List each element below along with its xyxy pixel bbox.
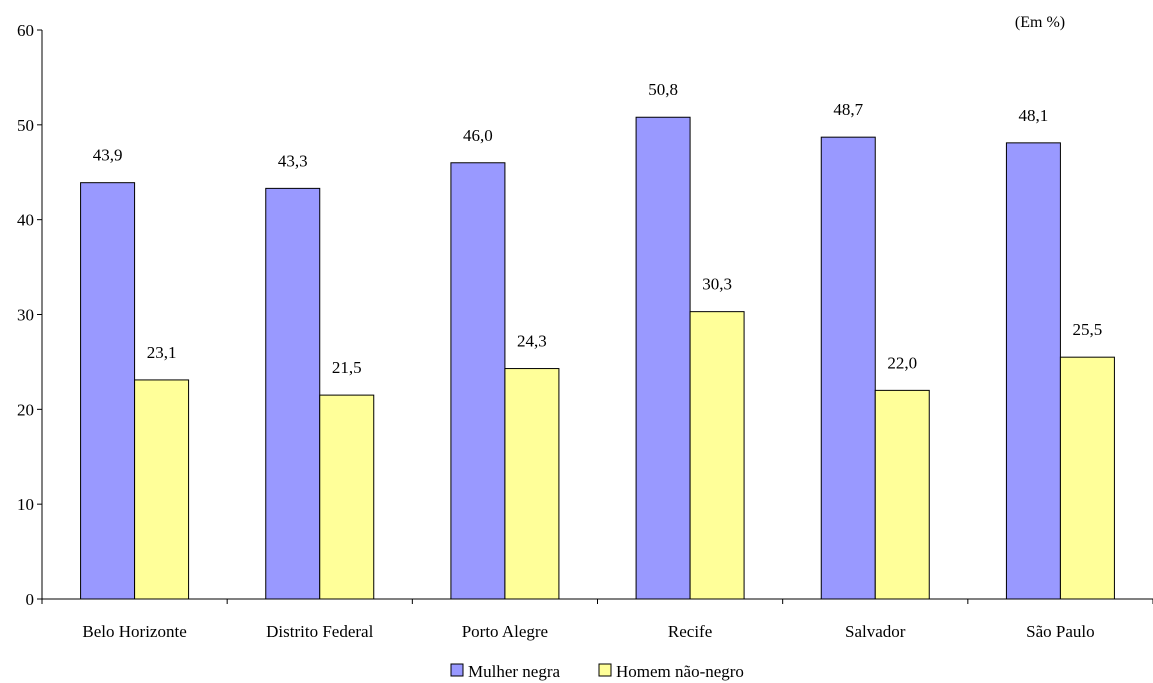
- bar-homem-n-o-negro: [319, 394, 375, 600]
- legend-swatch: [598, 663, 612, 677]
- data-label: 22,0: [887, 353, 917, 372]
- y-tick-label: 0: [26, 590, 35, 609]
- x-category-label: Recife: [668, 622, 712, 641]
- legend-label: Mulher negra: [468, 662, 561, 681]
- bars-group: [80, 116, 1115, 600]
- legend-swatch: [450, 663, 464, 677]
- x-category-label: Salvador: [845, 622, 906, 641]
- y-tick-label: 30: [17, 306, 34, 325]
- data-label: 23,1: [147, 343, 177, 362]
- bar-mulher-negra: [1005, 142, 1061, 600]
- data-label: 46,0: [463, 126, 493, 145]
- x-category-label: Belo Horizonte: [82, 622, 186, 641]
- y-axis: 0 10 20 30 40 50 60: [17, 21, 43, 609]
- bar-mulher-negra: [450, 162, 506, 600]
- x-category-label: São Paulo: [1026, 622, 1094, 641]
- x-axis: Belo Horizonte Distrito Federal Porto Aleg…: [41, 598, 1153, 641]
- bar-homem-n-o-negro: [504, 368, 560, 600]
- data-labels-group: 43,9 43,3 46,0 50,8 48,7 48,1 23,1 21,5 24,3 30,3…: [93, 80, 1103, 377]
- bar-homem-n-o-negro: [134, 379, 190, 600]
- data-label: 48,1: [1019, 106, 1049, 125]
- legend-label: Homem não-negro: [616, 662, 744, 681]
- data-label: 48,7: [833, 100, 863, 119]
- x-category-label: Distrito Federal: [266, 622, 373, 641]
- y-tick-label: 20: [17, 400, 34, 419]
- data-label: 24,3: [517, 332, 547, 351]
- x-category-label: Porto Alegre: [462, 622, 548, 641]
- y-tick-label: 10: [17, 495, 34, 514]
- data-label: 50,8: [648, 80, 678, 99]
- data-label: 21,5: [332, 358, 362, 377]
- bar-homem-n-o-negro: [689, 311, 745, 600]
- bar-mulher-negra: [635, 116, 691, 600]
- bar-mulher-negra: [80, 182, 136, 600]
- data-label: 25,5: [1073, 320, 1103, 339]
- bar-mulher-negra: [820, 136, 876, 600]
- bar-homem-n-o-negro: [874, 389, 930, 600]
- legend: Mulher negra Homem não-negro: [450, 662, 744, 681]
- data-label: 30,3: [702, 275, 732, 294]
- data-label: 43,9: [93, 146, 123, 165]
- y-tick-label: 60: [17, 21, 34, 40]
- y-tick-label: 40: [17, 211, 34, 230]
- bar-mulher-negra: [265, 187, 321, 600]
- bar-homem-n-o-negro: [1059, 356, 1115, 600]
- y-tick-label: 50: [17, 116, 34, 135]
- unit-note: (Em %): [1015, 14, 1065, 31]
- data-label: 43,3: [278, 151, 308, 170]
